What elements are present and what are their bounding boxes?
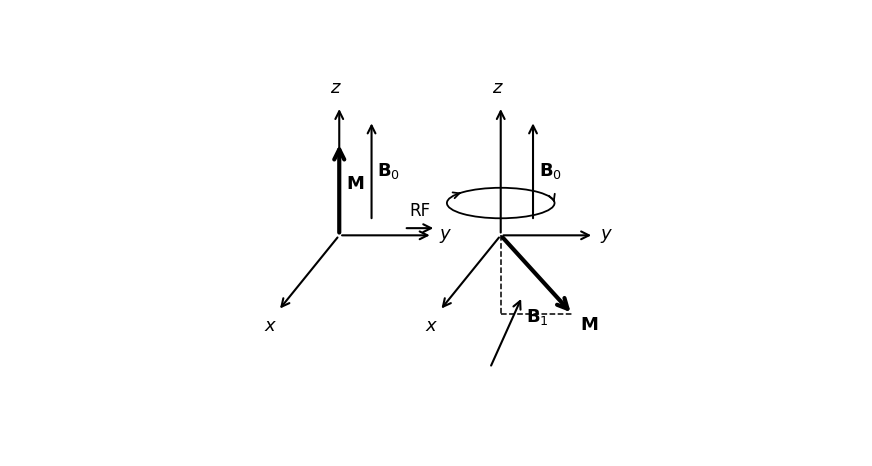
Text: $\mathbf{B}_1$: $\mathbf{B}_1$ (526, 307, 548, 327)
Text: $\mathbf{M}$: $\mathbf{M}$ (346, 175, 364, 193)
Text: y: y (439, 225, 450, 243)
Text: RF: RF (410, 202, 431, 220)
Text: x: x (264, 317, 275, 335)
Text: z: z (330, 79, 340, 97)
Text: y: y (601, 225, 611, 243)
Text: z: z (492, 79, 501, 97)
Text: $\mathbf{M}$: $\mathbf{M}$ (580, 316, 598, 334)
Text: $\mathbf{B}_0$: $\mathbf{B}_0$ (378, 161, 400, 181)
Text: x: x (426, 317, 436, 335)
Text: $\mathbf{B}_0$: $\mathbf{B}_0$ (539, 161, 562, 181)
